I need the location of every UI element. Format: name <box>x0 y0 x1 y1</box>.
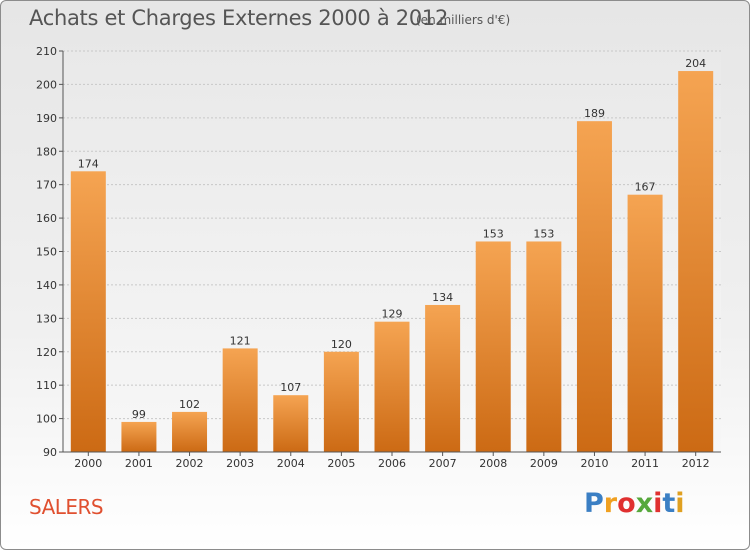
x-tick-label: 2007 <box>429 457 457 470</box>
bar <box>222 348 258 452</box>
x-tick-label: 2010 <box>580 457 608 470</box>
bar <box>323 351 359 452</box>
data-label: 121 <box>230 334 251 347</box>
bar <box>526 241 562 452</box>
y-tick-label: 90 <box>43 446 57 459</box>
y-tick-label: 150 <box>36 246 57 259</box>
x-tick-label: 2004 <box>277 457 305 470</box>
bar <box>475 241 511 452</box>
bars: 174 99 102 121 107 120 129 134 153 153 189 167 204 <box>70 57 714 453</box>
data-label: 129 <box>382 308 403 321</box>
y-tick-label: 100 <box>36 413 57 426</box>
x-tick-label: 2002 <box>176 457 204 470</box>
x-tick-label: 2012 <box>682 457 710 470</box>
x-tick-label: 2011 <box>631 457 659 470</box>
data-label: 102 <box>179 398 200 411</box>
logo-letter: i <box>675 488 685 519</box>
data-label: 167 <box>635 181 656 194</box>
y-tick-label: 130 <box>36 312 57 325</box>
bar <box>627 194 663 453</box>
logo-letter: P <box>584 488 604 519</box>
proxiti-logo: Proxiti <box>584 488 685 519</box>
data-label: 153 <box>483 227 504 240</box>
logo-letter: i <box>653 488 663 519</box>
logo-letter: t <box>662 488 676 519</box>
x-tick-label: 2006 <box>378 457 406 470</box>
chart-subtitle: (en milliers d'€) <box>416 13 511 27</box>
logo-letter: x <box>635 488 654 519</box>
data-label: 120 <box>331 338 352 351</box>
y-tick-label: 210 <box>36 45 57 58</box>
y-tick-label: 140 <box>36 279 57 292</box>
bar <box>374 321 410 452</box>
y-tick-label: 190 <box>36 112 57 125</box>
chart-title: Achats et Charges Externes 2000 à 2012 <box>29 6 449 30</box>
x-tick-label: 2009 <box>530 457 558 470</box>
logo-letter: o <box>617 488 636 519</box>
x-tick-label: 2000 <box>74 457 102 470</box>
bar <box>121 421 157 452</box>
bar <box>425 304 461 452</box>
data-label: 204 <box>685 57 706 70</box>
data-label: 99 <box>132 408 146 421</box>
bar <box>273 395 309 452</box>
data-label: 107 <box>280 381 301 394</box>
x-tick-label: 2008 <box>479 457 507 470</box>
y-tick-label: 120 <box>36 346 57 359</box>
data-label: 153 <box>533 227 554 240</box>
x-tick-label: 2001 <box>125 457 153 470</box>
x-tick-label: 2005 <box>327 457 355 470</box>
y-tick-label: 180 <box>36 145 57 158</box>
x-tick-label: 2003 <box>226 457 254 470</box>
logo-letter: r <box>603 488 618 519</box>
y-tick-label: 200 <box>36 78 57 91</box>
data-label: 189 <box>584 107 605 120</box>
axes: 90 100 110 120 130 140 150 160 170 180 190 200 210 20… <box>36 45 721 470</box>
bar <box>172 411 208 452</box>
y-tick-label: 110 <box>36 379 57 392</box>
bar <box>678 71 714 453</box>
bar <box>70 171 106 453</box>
data-label: 134 <box>432 291 453 304</box>
y-tick-label: 170 <box>36 179 57 192</box>
y-tick-label: 160 <box>36 212 57 225</box>
data-label: 174 <box>78 157 99 170</box>
bar <box>576 121 612 453</box>
city-label: SALERS <box>29 495 104 519</box>
